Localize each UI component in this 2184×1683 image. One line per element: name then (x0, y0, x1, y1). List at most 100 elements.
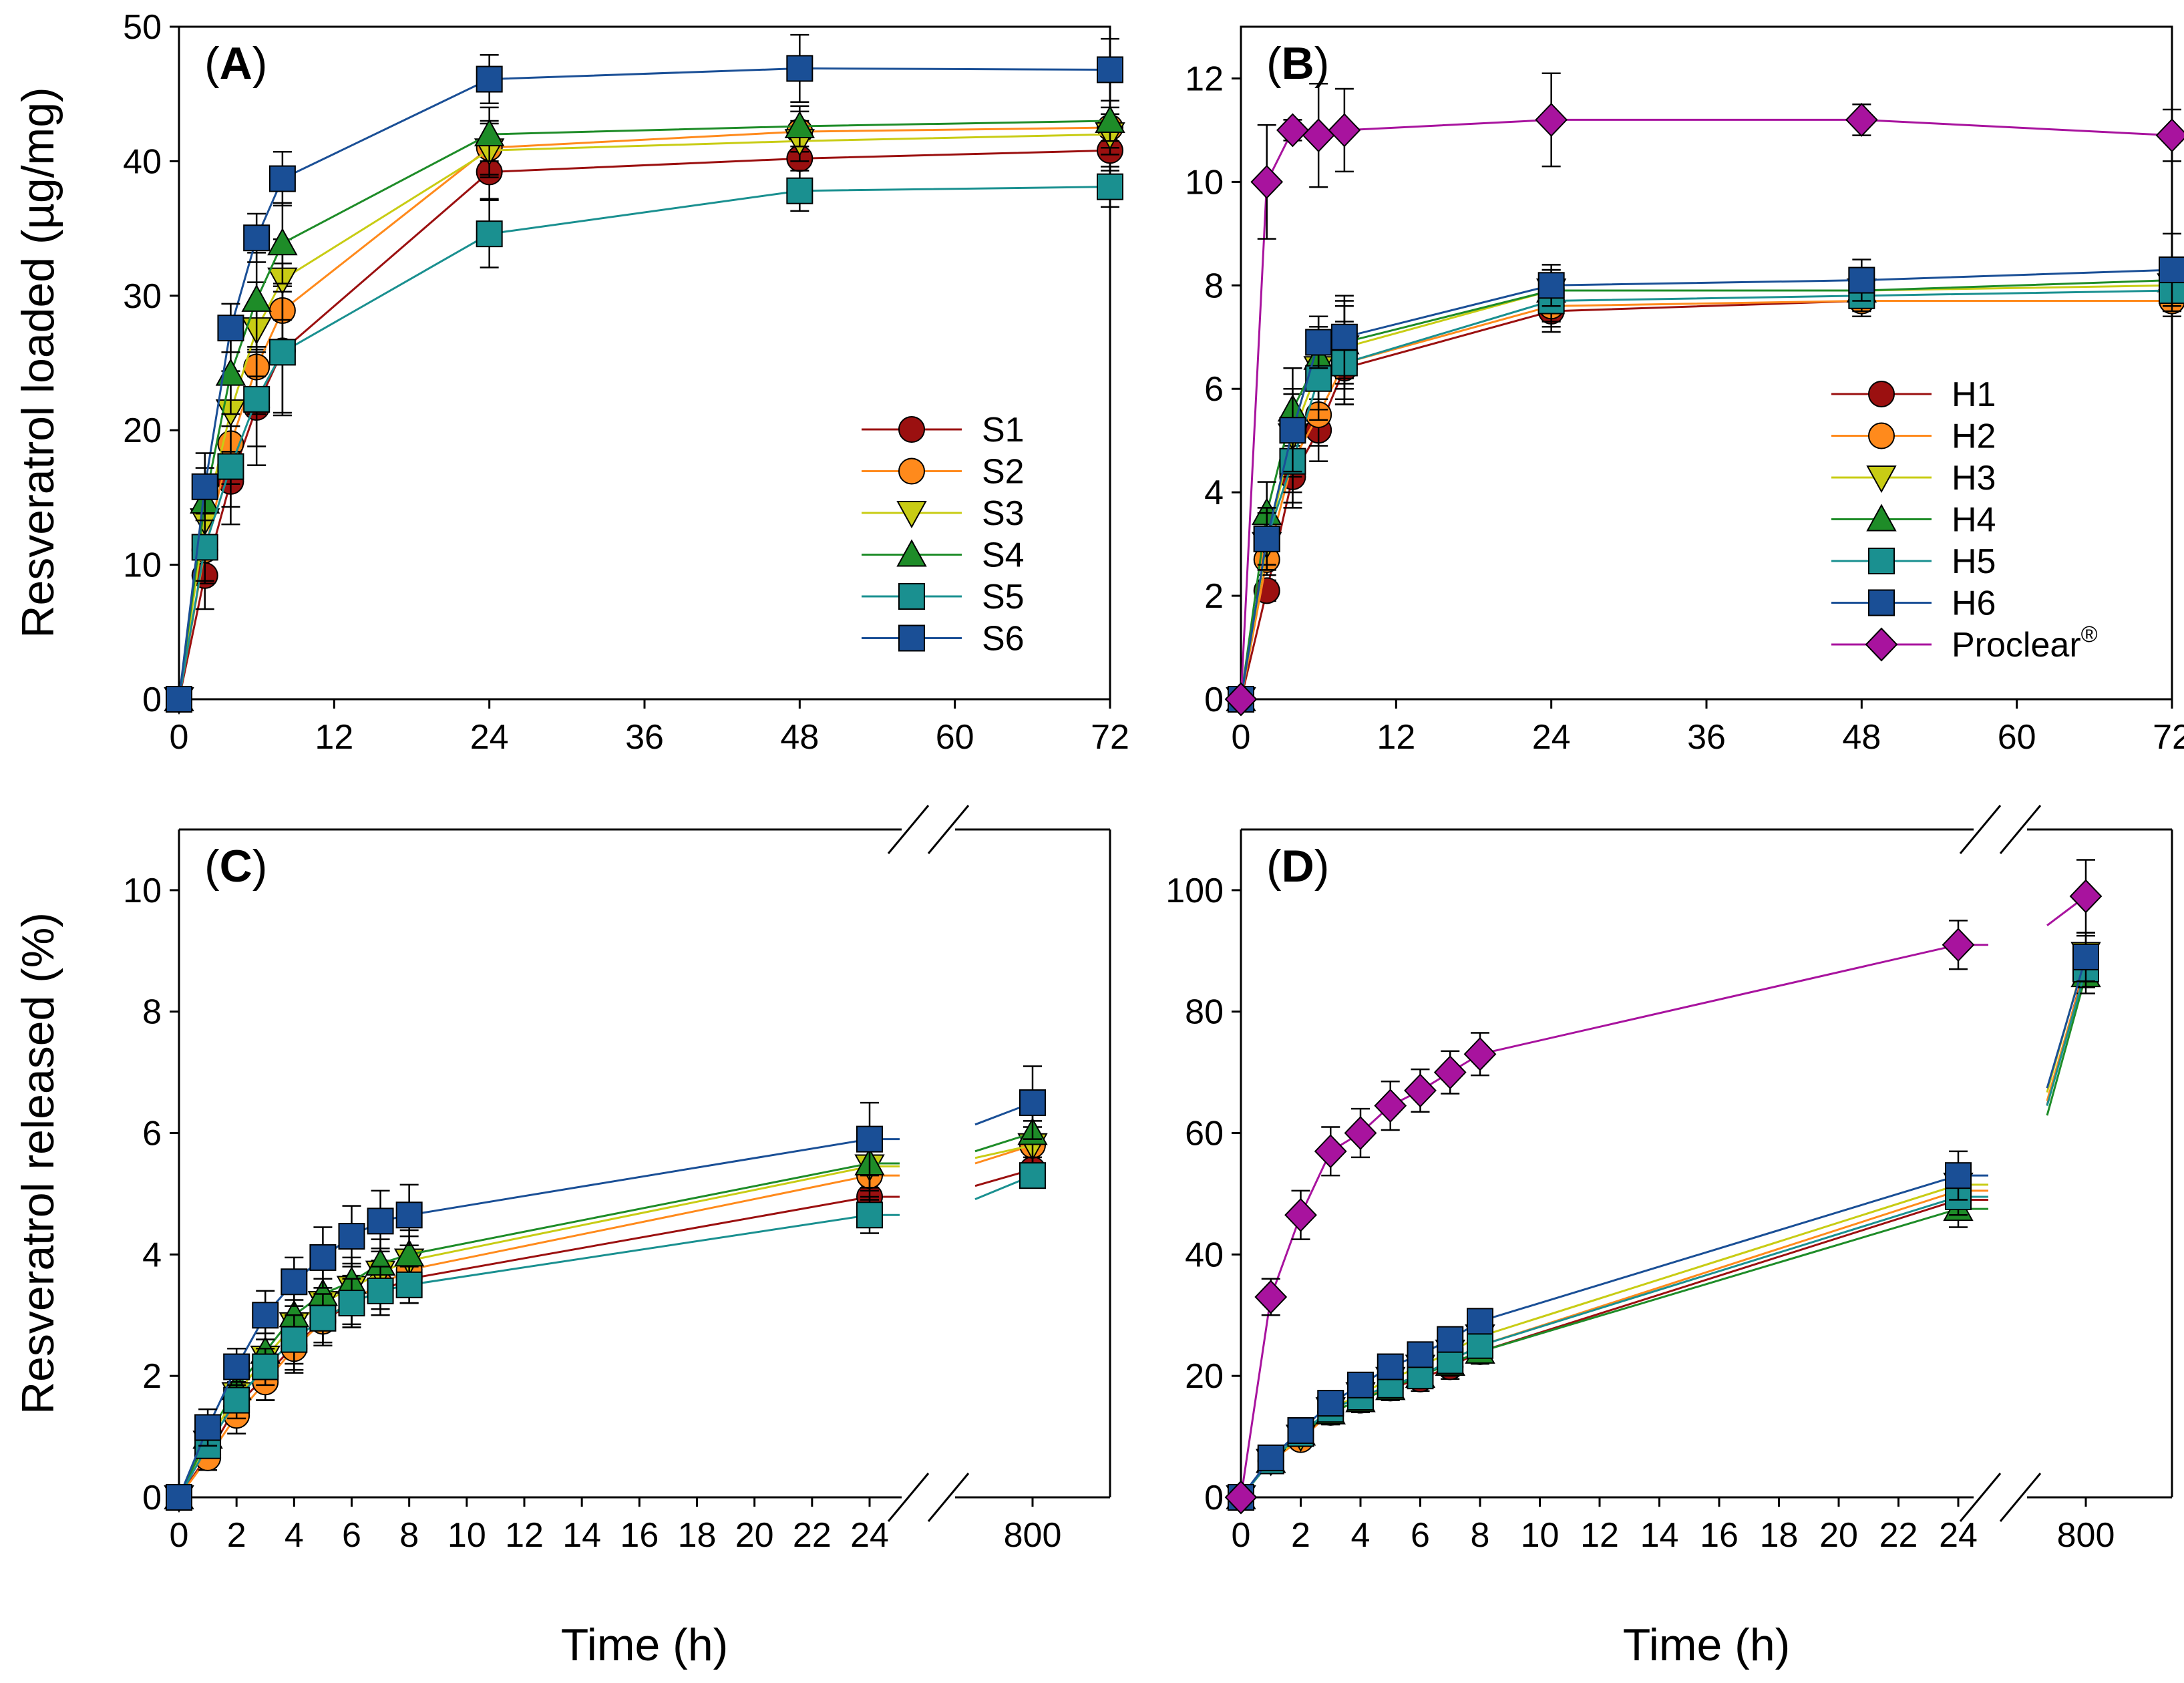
legend-label-text: S1 (982, 411, 1025, 449)
data-point (476, 65, 503, 93)
data-point (1467, 1332, 1493, 1359)
series-s2 (166, 106, 1123, 713)
axis-break-mark (927, 805, 970, 854)
legend-label-text: S5 (982, 578, 1025, 616)
data-point (1463, 1037, 1497, 1071)
x-tick-label: 4 (1351, 1516, 1371, 1555)
x-tick-label: 14 (1640, 1516, 1679, 1555)
series-line-tail (2046, 974, 2087, 1116)
panel-label-open: ( (204, 38, 220, 89)
panel-label-open: ( (1266, 841, 1282, 892)
data-point (241, 284, 272, 312)
x-tick-label: 24 (1532, 718, 1571, 757)
y-tick-label: 0 (1204, 681, 1224, 719)
data-point (281, 1326, 308, 1353)
x-tick-label: 4 (285, 1516, 304, 1555)
data-point (395, 1271, 423, 1298)
series-line (1240, 1174, 1988, 1498)
data-point (1433, 1055, 1467, 1090)
y-tick-label: 12 (1185, 59, 1224, 98)
data-point (1302, 118, 1335, 153)
data-point (1019, 1089, 1046, 1117)
data-point (338, 1290, 365, 1317)
legend-label: S5 (982, 578, 1025, 616)
series-proclear (1224, 72, 2184, 717)
x-tick-label: 16 (620, 1516, 659, 1555)
y-tick-label: 50 (123, 8, 162, 47)
legend-label: S1 (982, 411, 1025, 449)
legend-item-h4: H4 (1831, 501, 1996, 540)
series-line (1240, 1199, 1988, 1498)
data-point (217, 315, 244, 342)
x-tick-label: 72 (1091, 718, 1129, 757)
data-point (1224, 1480, 1258, 1515)
legend-label: H3 (1952, 459, 1996, 498)
data-point (1347, 1371, 1374, 1398)
x-tick-label: 12 (1580, 1516, 1619, 1555)
legend-label: H5 (1952, 542, 1996, 581)
legend-label-text: H2 (1952, 417, 1996, 456)
y-tick-label: 80 (1185, 993, 1224, 1032)
series-proclear (1224, 859, 2103, 1515)
x-tick-label: 22 (793, 1516, 832, 1555)
x-tick-label: 24 (470, 718, 509, 757)
series-line (178, 67, 1111, 700)
data-point (1287, 1417, 1314, 1444)
x-tick-label: 12 (315, 718, 353, 757)
axis-break-mark (1959, 1473, 2002, 1522)
x-tick-label: 24 (1939, 1516, 1978, 1555)
x-tick-label: 72 (2153, 718, 2184, 757)
data-point (1257, 1444, 1284, 1471)
x-tick-label: 18 (1760, 1516, 1799, 1555)
data-point (1344, 1116, 1377, 1150)
data-point (1535, 102, 1568, 137)
y-tick-label: 6 (142, 1115, 162, 1153)
series-line (1240, 1189, 1988, 1498)
data-point (166, 686, 192, 713)
x-tick-label: 36 (1687, 718, 1726, 757)
data-point (1374, 1089, 1407, 1123)
legend-marker (898, 457, 925, 485)
series-s4 (164, 100, 1125, 711)
legend-item-h3: H3 (1831, 459, 1996, 498)
legend-marker (1868, 422, 1895, 449)
data-point (252, 1302, 279, 1329)
legend-marker (1866, 465, 1897, 494)
x-tick-label: 16 (1700, 1516, 1739, 1555)
legend-item-h5: H5 (1831, 542, 1996, 581)
legend-item-s1: S1 (862, 411, 1025, 449)
data-point (784, 110, 815, 139)
x-tick-label: 0 (1232, 718, 1251, 757)
panel-label-open: ( (1266, 38, 1282, 89)
y-tick-label: 4 (142, 1236, 162, 1274)
x-tick-label: 60 (936, 718, 974, 757)
data-point (281, 1268, 308, 1296)
series-line (178, 186, 1111, 700)
panel-label-letter: D (1282, 841, 1314, 892)
x-tick-label: 0 (170, 1516, 189, 1555)
y-axis-title-top: Resveratrol loaded (µg/mg) (13, 87, 63, 638)
series-h3 (1226, 934, 2101, 1513)
legend-item-s6: S6 (862, 620, 1025, 659)
data-point (166, 1484, 192, 1511)
data-point (856, 1125, 883, 1153)
x-tick-label: 12 (1377, 718, 1415, 757)
series-line (1240, 1207, 1988, 1498)
x-tick-label: 6 (342, 1516, 361, 1555)
series-h6 (1228, 932, 2099, 1511)
series-h2 (1228, 947, 2099, 1511)
legend-item-s3: S3 (862, 494, 1025, 533)
data-point (1945, 1162, 1972, 1189)
series-s5 (166, 166, 1123, 713)
legend-label-text: S4 (982, 536, 1025, 575)
data-point (1330, 323, 1358, 351)
legend-item-h6: H6 (1831, 584, 1996, 623)
data-point (2069, 879, 2103, 914)
x-tick-label: 8 (399, 1516, 419, 1555)
x-tick-label: 22 (1879, 1516, 1918, 1555)
y-tick-label: 10 (123, 546, 162, 585)
